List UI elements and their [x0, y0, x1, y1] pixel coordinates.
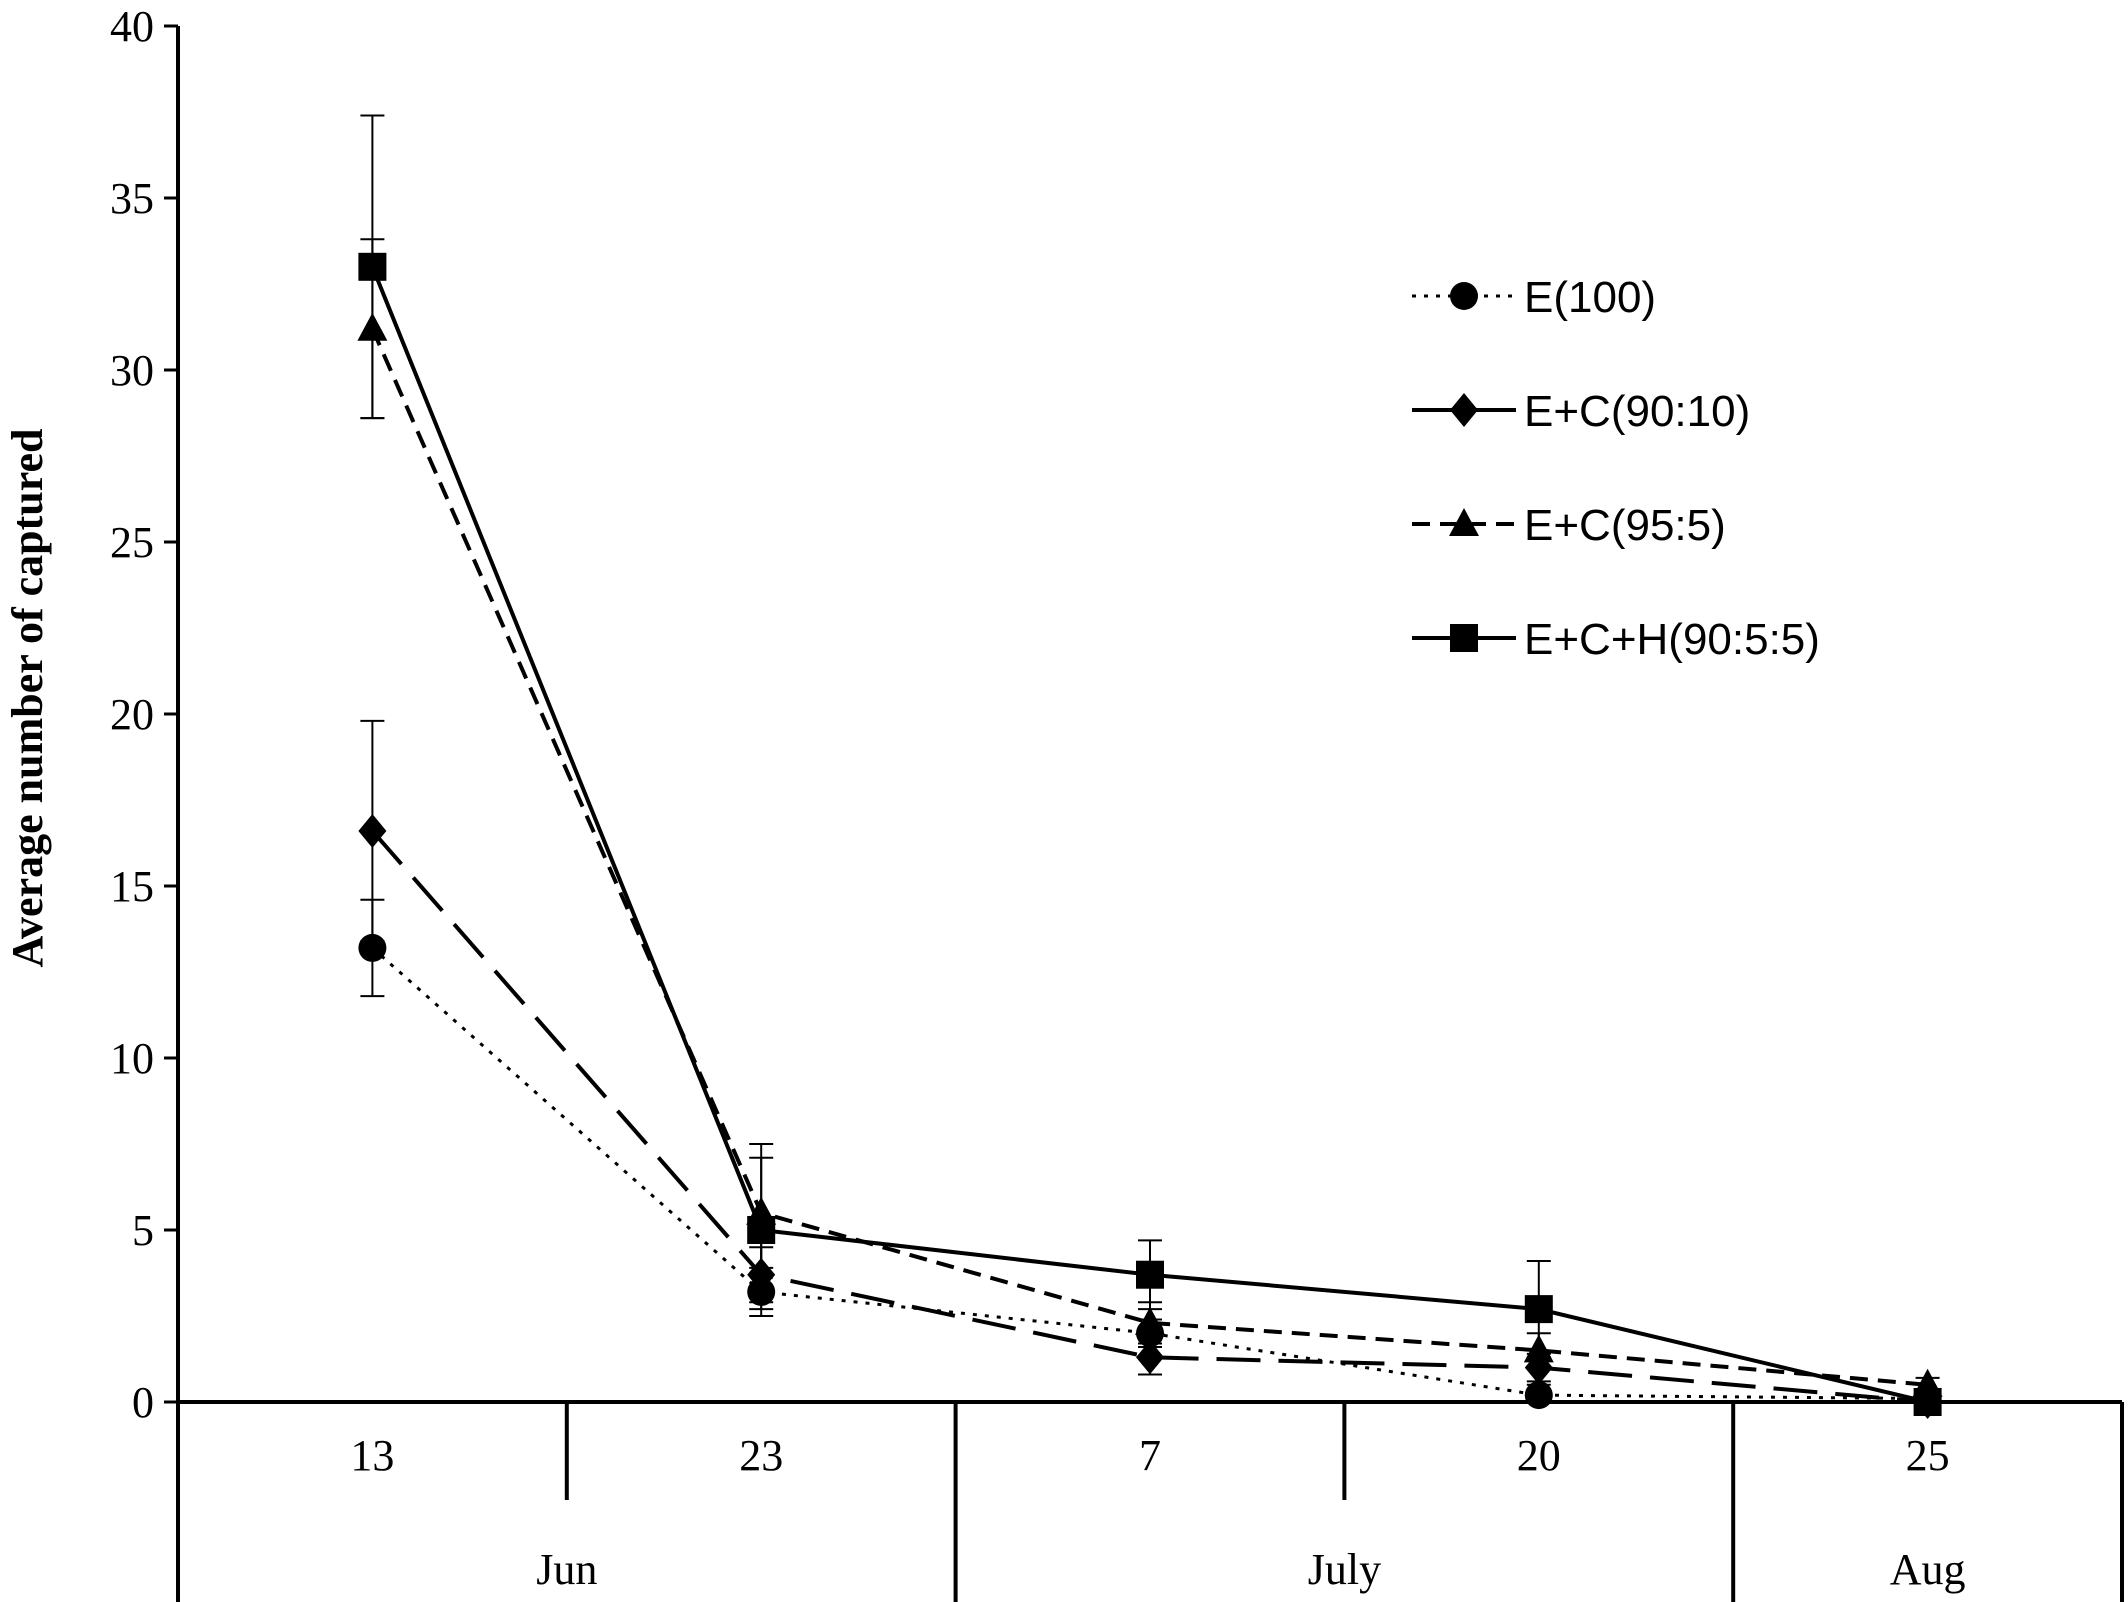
y-axis-label: Average number of captured — [3, 429, 52, 968]
marker-triangle — [1135, 1306, 1165, 1335]
y-tick-labels: 0 5 10 15 20 25 30 35 40 — [110, 2, 154, 1427]
x-tick-label: 23 — [739, 1431, 783, 1480]
marker-square — [1136, 1260, 1164, 1289]
y-tick-label: 5 — [132, 1206, 154, 1255]
x-tick-labels: 13 23 7 20 25 — [350, 1431, 1949, 1480]
x-tick-label: 7 — [1139, 1431, 1161, 1480]
marker-triangle — [1449, 508, 1479, 536]
marker-circle — [1524, 1381, 1553, 1410]
marker-circle — [358, 933, 387, 962]
x-tick-label: 20 — [1517, 1431, 1561, 1480]
x-tick-label: 13 — [350, 1431, 394, 1480]
x-group-label: Aug — [1890, 1545, 1966, 1594]
marker-diamond — [747, 1257, 776, 1292]
series-line-4 — [370, 266, 1929, 1404]
y-tick-label: 0 — [132, 1378, 154, 1427]
y-tick-label: 10 — [110, 1034, 154, 1083]
marker-diamond — [358, 813, 387, 848]
marker-triangle — [1523, 1334, 1554, 1363]
series-line-3 — [370, 327, 1928, 1387]
error-bars — [360, 114, 1940, 1403]
y-tick-label: 15 — [110, 862, 154, 911]
marker-circle — [747, 1277, 776, 1306]
y-tick-label: 35 — [110, 174, 154, 223]
x-tick-label: 25 — [1906, 1431, 1950, 1480]
x-group-labels: Jun July Aug — [536, 1545, 1965, 1594]
y-tick-label: 25 — [110, 518, 154, 567]
axes — [164, 24, 2124, 1602]
marker-square — [747, 1216, 776, 1244]
marker-square — [1450, 624, 1478, 652]
x-group-label: July — [1308, 1545, 1381, 1594]
y-tick-label: 20 — [110, 690, 154, 739]
marker-square — [358, 252, 387, 281]
marker-square — [1524, 1295, 1553, 1324]
x-group-label: Jun — [536, 1545, 597, 1594]
legend-label: E+C(90:10) — [1524, 387, 1750, 436]
series-line-2 — [370, 829, 1928, 1404]
legend-label: E(100) — [1524, 273, 1656, 322]
marker-diamond — [1450, 393, 1478, 427]
series-markers — [357, 252, 1943, 1419]
marker-square — [1913, 1388, 1942, 1416]
marker-circle — [1450, 282, 1478, 310]
legend-label: E+C+H(90:5:5) — [1524, 615, 1820, 664]
y-tick-label: 40 — [110, 2, 154, 51]
y-tick-label: 30 — [110, 346, 154, 395]
legend: E(100) E+C(90:10) E+C(95:5) E+C+H(90:5:5) — [1412, 273, 1820, 664]
marker-diamond — [1136, 1340, 1164, 1375]
marker-triangle — [357, 312, 388, 341]
series-lines — [370, 266, 1929, 1404]
legend-label: E+C(95:5) — [1524, 501, 1726, 550]
